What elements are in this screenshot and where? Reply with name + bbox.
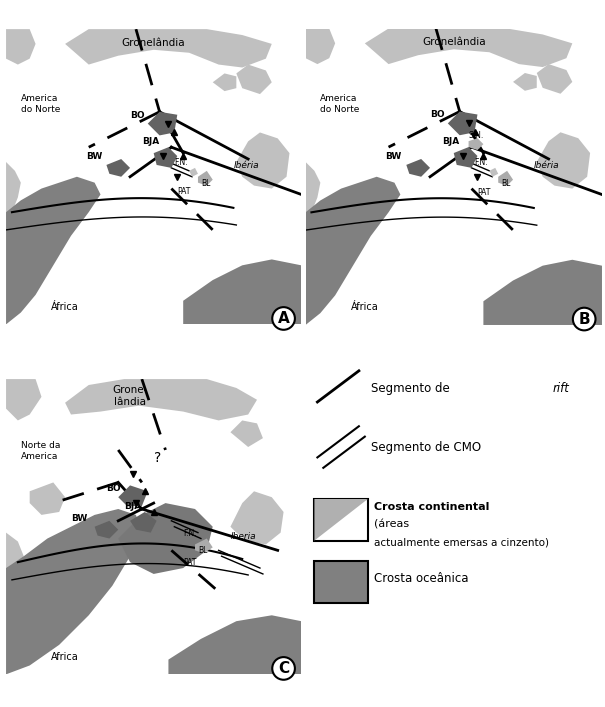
Polygon shape xyxy=(537,132,590,189)
Polygon shape xyxy=(489,168,498,177)
Polygon shape xyxy=(30,482,65,515)
Polygon shape xyxy=(537,64,572,94)
Text: Ibéria: Ibéria xyxy=(534,161,560,170)
Polygon shape xyxy=(118,486,148,506)
Text: rift: rift xyxy=(552,382,569,395)
Text: Ibéria: Ibéria xyxy=(234,161,259,170)
Text: África: África xyxy=(51,302,79,312)
Text: America
do Norte: America do Norte xyxy=(21,95,60,114)
Polygon shape xyxy=(118,503,213,574)
Polygon shape xyxy=(365,28,572,67)
Text: BL: BL xyxy=(501,179,511,187)
Polygon shape xyxy=(468,138,483,150)
Polygon shape xyxy=(306,28,321,221)
Text: F.N.: F.N. xyxy=(183,529,197,537)
Text: Crosta oceânica: Crosta oceânica xyxy=(374,572,468,585)
Polygon shape xyxy=(6,177,100,325)
Polygon shape xyxy=(237,132,289,189)
Text: PAT: PAT xyxy=(477,187,491,197)
Text: F.N.: F.N. xyxy=(474,158,488,167)
FancyBboxPatch shape xyxy=(315,561,368,603)
Polygon shape xyxy=(130,512,157,532)
Polygon shape xyxy=(306,28,335,64)
Text: BW: BW xyxy=(71,514,87,522)
Polygon shape xyxy=(315,499,368,541)
Polygon shape xyxy=(198,171,213,186)
Polygon shape xyxy=(6,379,42,421)
Polygon shape xyxy=(306,177,401,325)
Polygon shape xyxy=(454,147,477,168)
Polygon shape xyxy=(65,379,257,421)
Polygon shape xyxy=(6,29,36,64)
Text: BW: BW xyxy=(385,152,402,161)
Text: Grone-
lândia: Grone- lândia xyxy=(113,385,148,407)
Polygon shape xyxy=(448,112,477,135)
Polygon shape xyxy=(213,74,237,91)
Text: BW: BW xyxy=(86,152,102,161)
Polygon shape xyxy=(6,29,21,221)
Text: S.N.: S.N. xyxy=(468,132,484,140)
Text: BJA: BJA xyxy=(124,502,142,511)
Polygon shape xyxy=(168,615,301,674)
Text: A: A xyxy=(278,311,289,326)
Text: África: África xyxy=(351,302,379,312)
Text: BO: BO xyxy=(130,111,145,119)
Polygon shape xyxy=(94,521,118,539)
Text: Crosta continental: Crosta continental xyxy=(374,503,489,513)
Polygon shape xyxy=(483,259,602,325)
Text: actualmente emersas a cinzento): actualmente emersas a cinzento) xyxy=(374,537,549,547)
Polygon shape xyxy=(6,379,24,580)
Text: BO: BO xyxy=(106,484,121,493)
Text: BL: BL xyxy=(201,179,211,187)
Polygon shape xyxy=(189,168,198,177)
Text: Segmento de: Segmento de xyxy=(371,382,453,395)
Polygon shape xyxy=(148,112,177,136)
Text: PAT: PAT xyxy=(177,187,191,197)
Text: Gronelândia: Gronelândia xyxy=(122,38,186,48)
Text: Norte da
America: Norte da America xyxy=(21,441,60,461)
Text: Africa: Africa xyxy=(51,652,79,662)
Text: BJA: BJA xyxy=(142,137,159,146)
Text: BJA: BJA xyxy=(442,137,459,146)
Polygon shape xyxy=(106,159,130,177)
Text: BL: BL xyxy=(198,547,208,555)
Text: (áreas: (áreas xyxy=(374,520,409,530)
Text: B: B xyxy=(578,312,590,327)
Polygon shape xyxy=(183,259,301,325)
Polygon shape xyxy=(65,29,272,67)
Text: PAT: PAT xyxy=(183,558,197,567)
FancyBboxPatch shape xyxy=(315,499,368,541)
Polygon shape xyxy=(407,159,430,177)
Text: ?: ? xyxy=(154,451,161,464)
Text: Iberia: Iberia xyxy=(231,532,256,541)
Text: F.N.: F.N. xyxy=(174,158,188,167)
Polygon shape xyxy=(154,147,177,168)
Text: BO: BO xyxy=(430,110,445,119)
Text: America
do Norte: America do Norte xyxy=(321,94,360,114)
Text: Gronelândia: Gronelândia xyxy=(422,37,486,47)
Text: Segmento de CMO: Segmento de CMO xyxy=(371,440,481,453)
Polygon shape xyxy=(513,73,537,90)
Polygon shape xyxy=(237,64,272,94)
Text: C: C xyxy=(278,661,289,676)
Polygon shape xyxy=(6,509,142,674)
Polygon shape xyxy=(498,171,513,186)
Polygon shape xyxy=(195,539,213,554)
Polygon shape xyxy=(231,421,263,447)
Polygon shape xyxy=(231,491,284,544)
